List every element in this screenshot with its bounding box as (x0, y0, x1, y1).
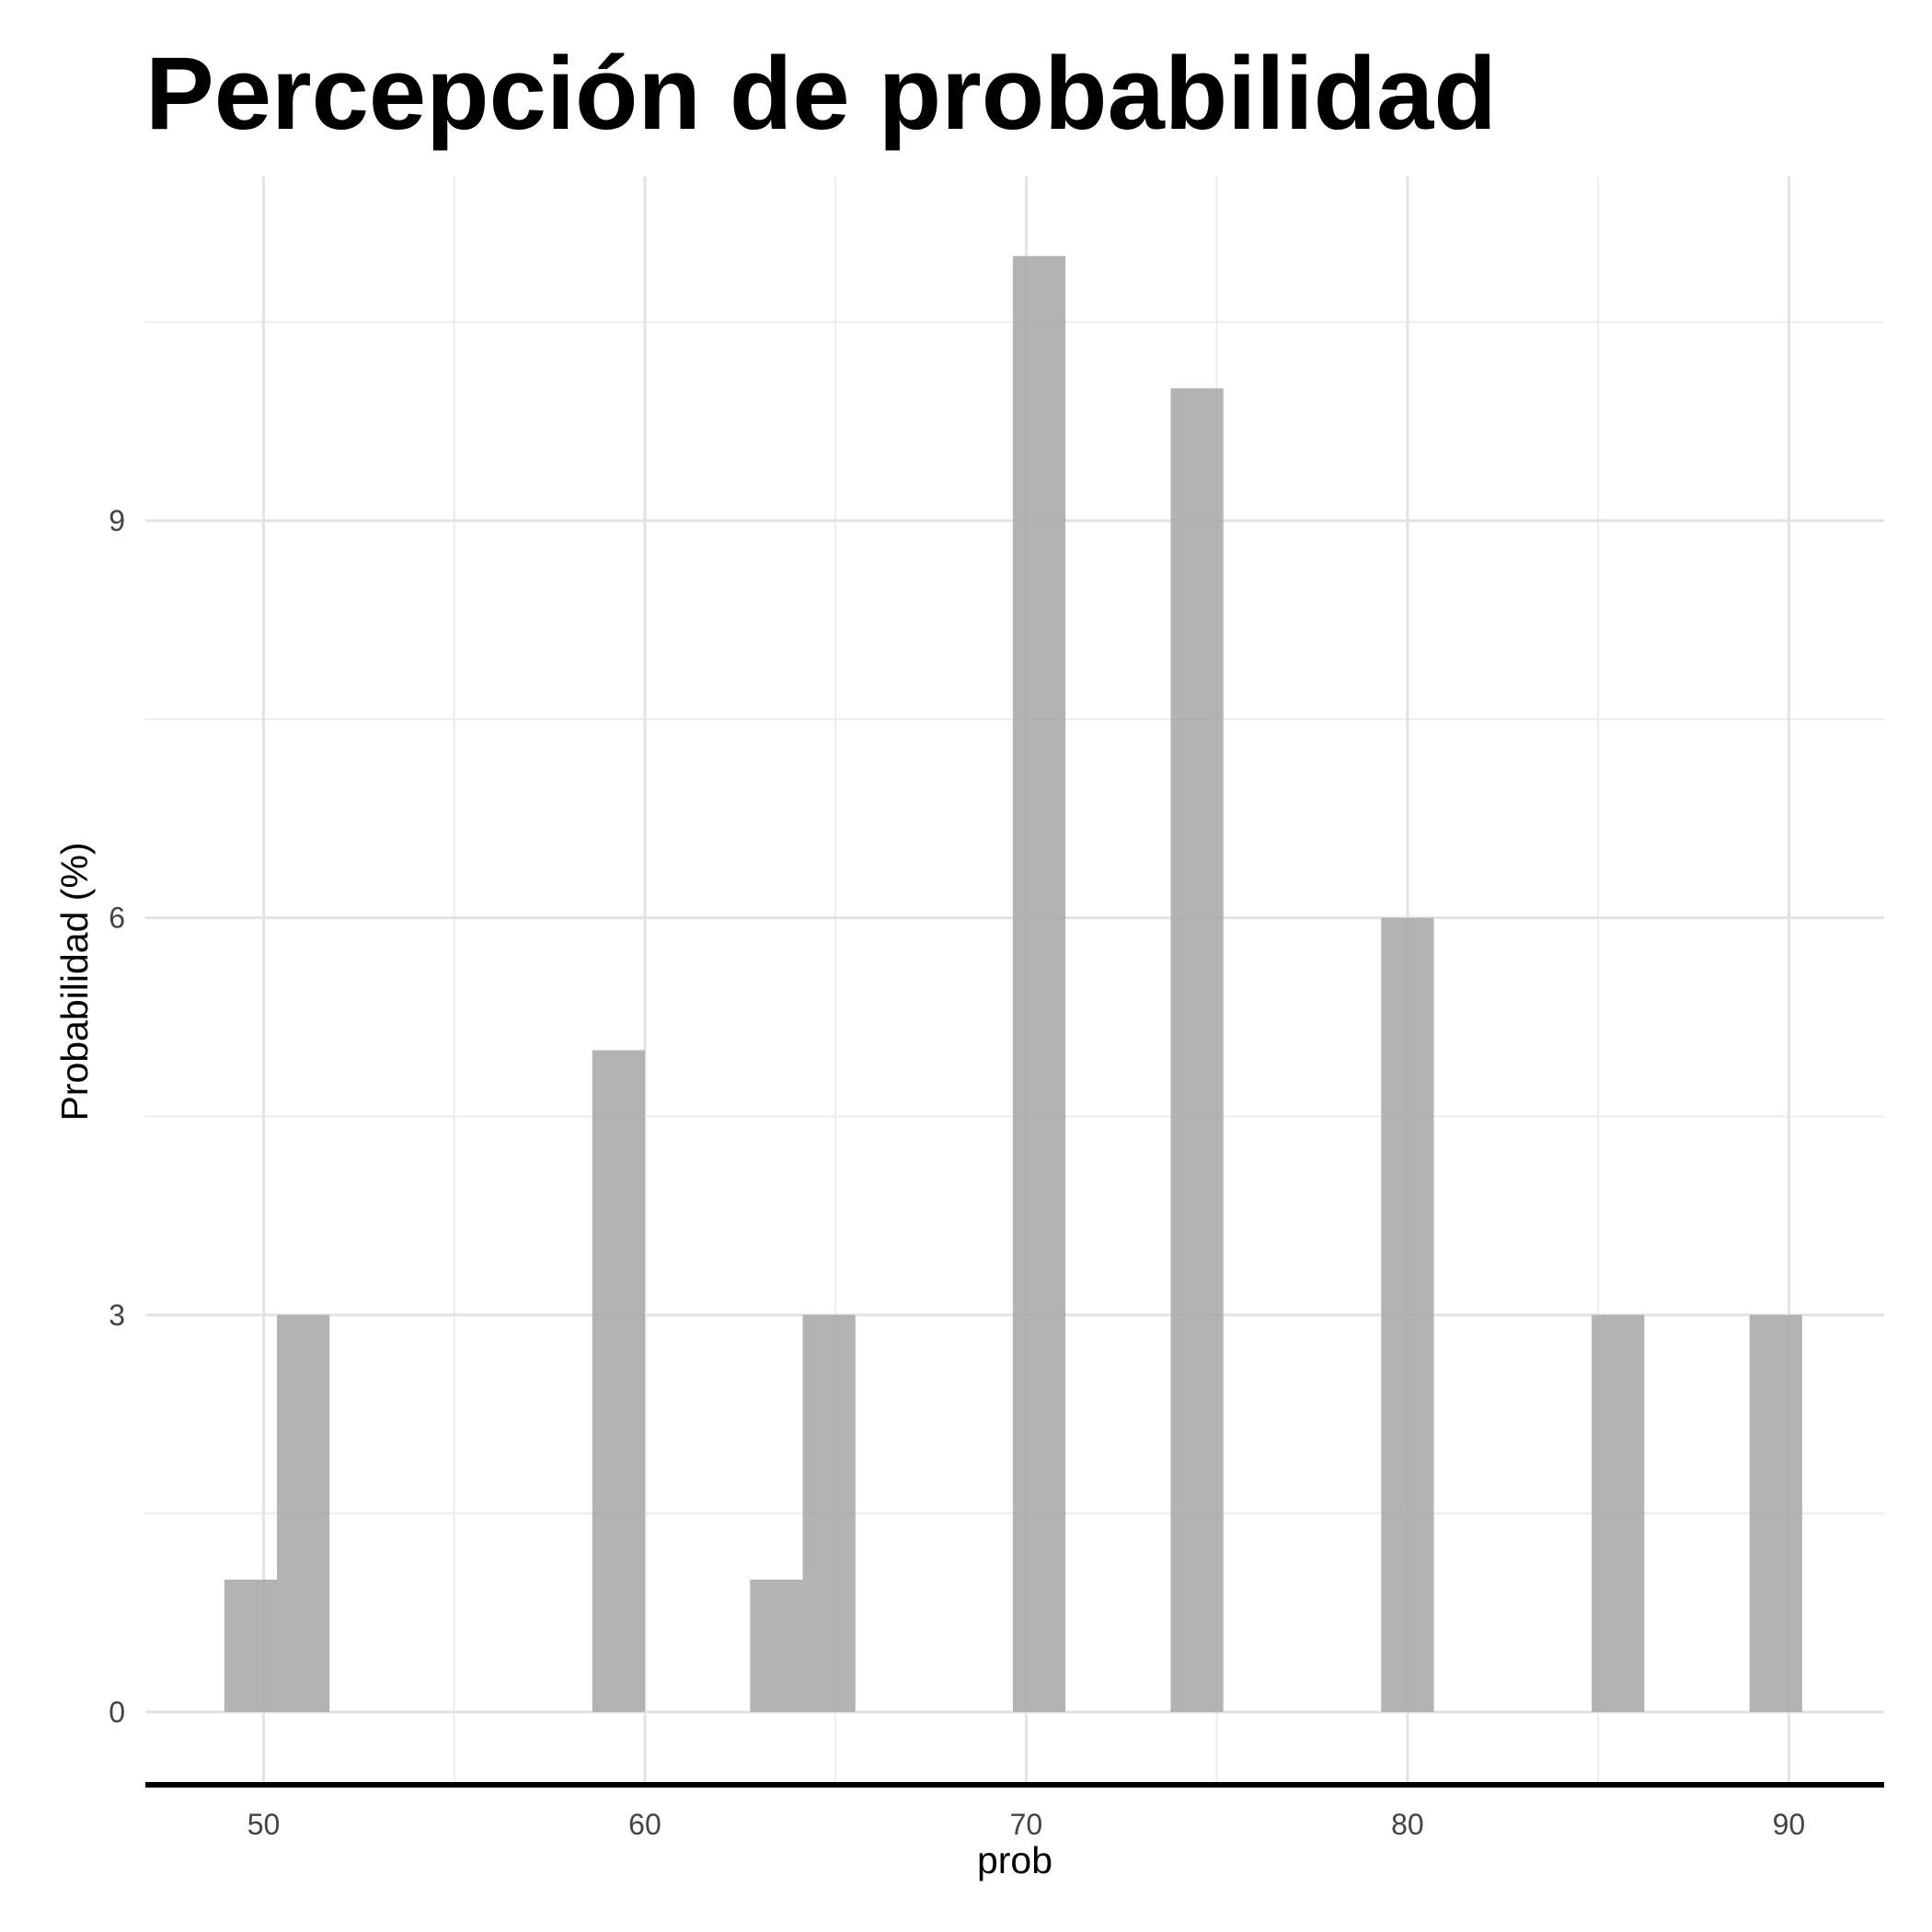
x-tick-label: 80 (1391, 1808, 1424, 1841)
histogram-bar (1381, 917, 1434, 1712)
y-tick-label: 6 (109, 902, 125, 935)
histogram-bar (1749, 1315, 1802, 1712)
y-axis-title: Probabilidad (%) (53, 842, 96, 1121)
axes: 50 60 70 80 90 0 3 6 9 (109, 504, 1884, 1841)
y-tick-label: 3 (109, 1298, 125, 1331)
bars (224, 256, 1802, 1712)
y-tick-label: 9 (109, 504, 125, 537)
x-axis-title: prob (977, 1839, 1052, 1881)
x-tick-label: 60 (628, 1808, 661, 1841)
x-tick-label: 70 (1010, 1808, 1043, 1841)
histogram-bar (592, 1050, 645, 1712)
chart-title: Percepción de probabilidad (145, 36, 1497, 151)
histogram-bar (276, 1315, 330, 1712)
histogram-bar (802, 1315, 856, 1712)
histogram-bar (1012, 256, 1066, 1712)
histogram-bar (750, 1580, 803, 1712)
y-tick-label: 0 (109, 1696, 125, 1729)
x-tick-label: 50 (247, 1808, 281, 1841)
histogram-bar (1592, 1315, 1645, 1712)
x-tick-label: 90 (1773, 1808, 1806, 1841)
histogram-bar (1170, 388, 1224, 1712)
histogram-bar (224, 1580, 277, 1712)
